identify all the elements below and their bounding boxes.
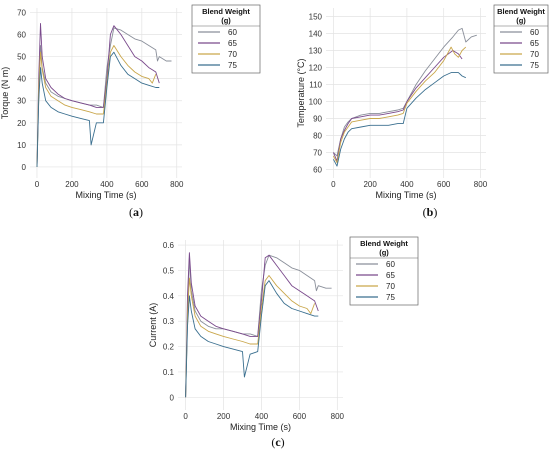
x-axis-label: Mixing Time (s) [75,190,136,200]
legend-title-unit: (g) [221,16,231,25]
legend-label-60: 60 [228,28,237,37]
x-tick-label: 400 [100,180,114,189]
legend-label-70: 70 [228,50,237,59]
x-tick-label: 600 [135,180,149,189]
x-tick-label: 200 [363,180,377,189]
x-tick-label: 800 [331,412,345,421]
x-tick-label: 0 [183,412,188,421]
y-axis-label: Temperature (°C) [296,58,306,127]
y-tick-label: 90 [313,115,322,124]
panel-caption: (a) [129,205,143,219]
legend-label-75: 75 [530,61,539,70]
legend-title-unit: (g) [379,248,389,257]
legend-box [349,236,419,306]
series-line-70 [36,45,157,168]
legend-label-65: 65 [386,271,395,280]
y-tick-label: 70 [313,149,322,158]
series-line-60 [36,27,172,168]
y-tick-label: 0.6 [163,241,175,250]
y-tick-label: 0.5 [163,266,175,275]
y-tick-label: 30 [17,97,26,106]
y-tick-label: 40 [17,75,26,84]
legend-title-unit: (g) [516,16,526,25]
y-tick-label: 0.1 [163,368,175,377]
panel-caption: (c) [271,435,284,449]
panel-caption: (b) [423,205,438,219]
x-tick-label: 200 [65,180,79,189]
legend: Blend Weight(g) 60 65 70 75 [349,236,419,306]
x-tick-label: 200 [217,412,231,421]
y-tick-label: 0 [170,393,175,402]
y-tick-label: 120 [309,64,323,73]
y-tick-label: 140 [309,30,323,39]
legend-label-65: 65 [530,39,539,48]
x-tick-label: 0 [35,180,40,189]
y-axis-label: Current (A) [148,303,158,348]
series-line-65 [36,23,160,168]
x-tick-label: 600 [437,180,451,189]
x-tick-label: 0 [331,180,336,189]
chart-c: 0 200 400 600 800 0 0.1 0.2 0.3 0.4 0.5 0.6 Mixing T… [148,236,419,449]
legend-box [493,4,549,74]
legend: Blend Weight(g) 60 65 70 75 [493,4,549,74]
legend-title: Blend Weight [497,7,545,16]
series-line-65 [332,50,463,162]
y-tick-label: 130 [309,47,323,56]
x-tick-label: 800 [170,180,184,189]
y-tick-label: 0 [22,163,27,172]
chart-b: 0 200 400 600 800 60 70 80 90 100 110 120 130 140 150 M… [296,4,549,219]
y-tick-label: 50 [17,53,26,62]
legend-title: Blend Weight [360,239,408,248]
y-tick-label: 60 [313,166,322,175]
y-tick-label: 0.2 [163,343,175,352]
legend-label-75: 75 [228,61,237,70]
series-line-70 [333,46,467,164]
y-tick-label: 80 [313,132,322,141]
y-tick-label: 70 [17,8,26,17]
series-line-60 [185,254,332,398]
x-axis-label: Mixing Time (s) [230,422,291,432]
legend-label-75: 75 [386,293,395,302]
series-line-75 [333,72,466,167]
y-tick-label: 0.4 [163,292,175,301]
x-axis-label: Mixing Time (s) [375,190,436,200]
series-line-60 [333,27,477,157]
legend-label-60: 60 [386,260,395,269]
y-tick-label: 60 [17,30,26,39]
y-tick-label: 100 [309,98,323,107]
x-tick-label: 800 [474,180,488,189]
y-tick-label: 0.3 [163,317,175,326]
series-line-65 [185,252,319,398]
legend-box [191,4,261,74]
x-tick-label: 600 [293,412,307,421]
series-line-70 [185,275,316,398]
legend-title: Blend Weight [202,7,250,16]
y-tick-label: 20 [17,119,26,128]
series-line-75 [36,51,160,168]
legend-label-65: 65 [228,39,237,48]
y-tick-label: 10 [17,141,26,150]
series-line-75 [185,280,319,398]
y-tick-label: 150 [309,13,323,22]
chart-a: 0 200 400 600 800 0 10 20 30 40 50 60 70 Mixing Time … [0,4,261,219]
legend-label-70: 70 [530,50,539,59]
y-tick-label: 110 [309,81,322,90]
legend-label-70: 70 [386,282,395,291]
legend: Blend Weight(g) 60 65 70 75 [191,4,261,74]
x-tick-label: 400 [400,180,414,189]
y-axis-label: Torque (N m) [0,67,10,120]
legend-label-60: 60 [530,28,539,37]
x-tick-label: 400 [255,412,269,421]
